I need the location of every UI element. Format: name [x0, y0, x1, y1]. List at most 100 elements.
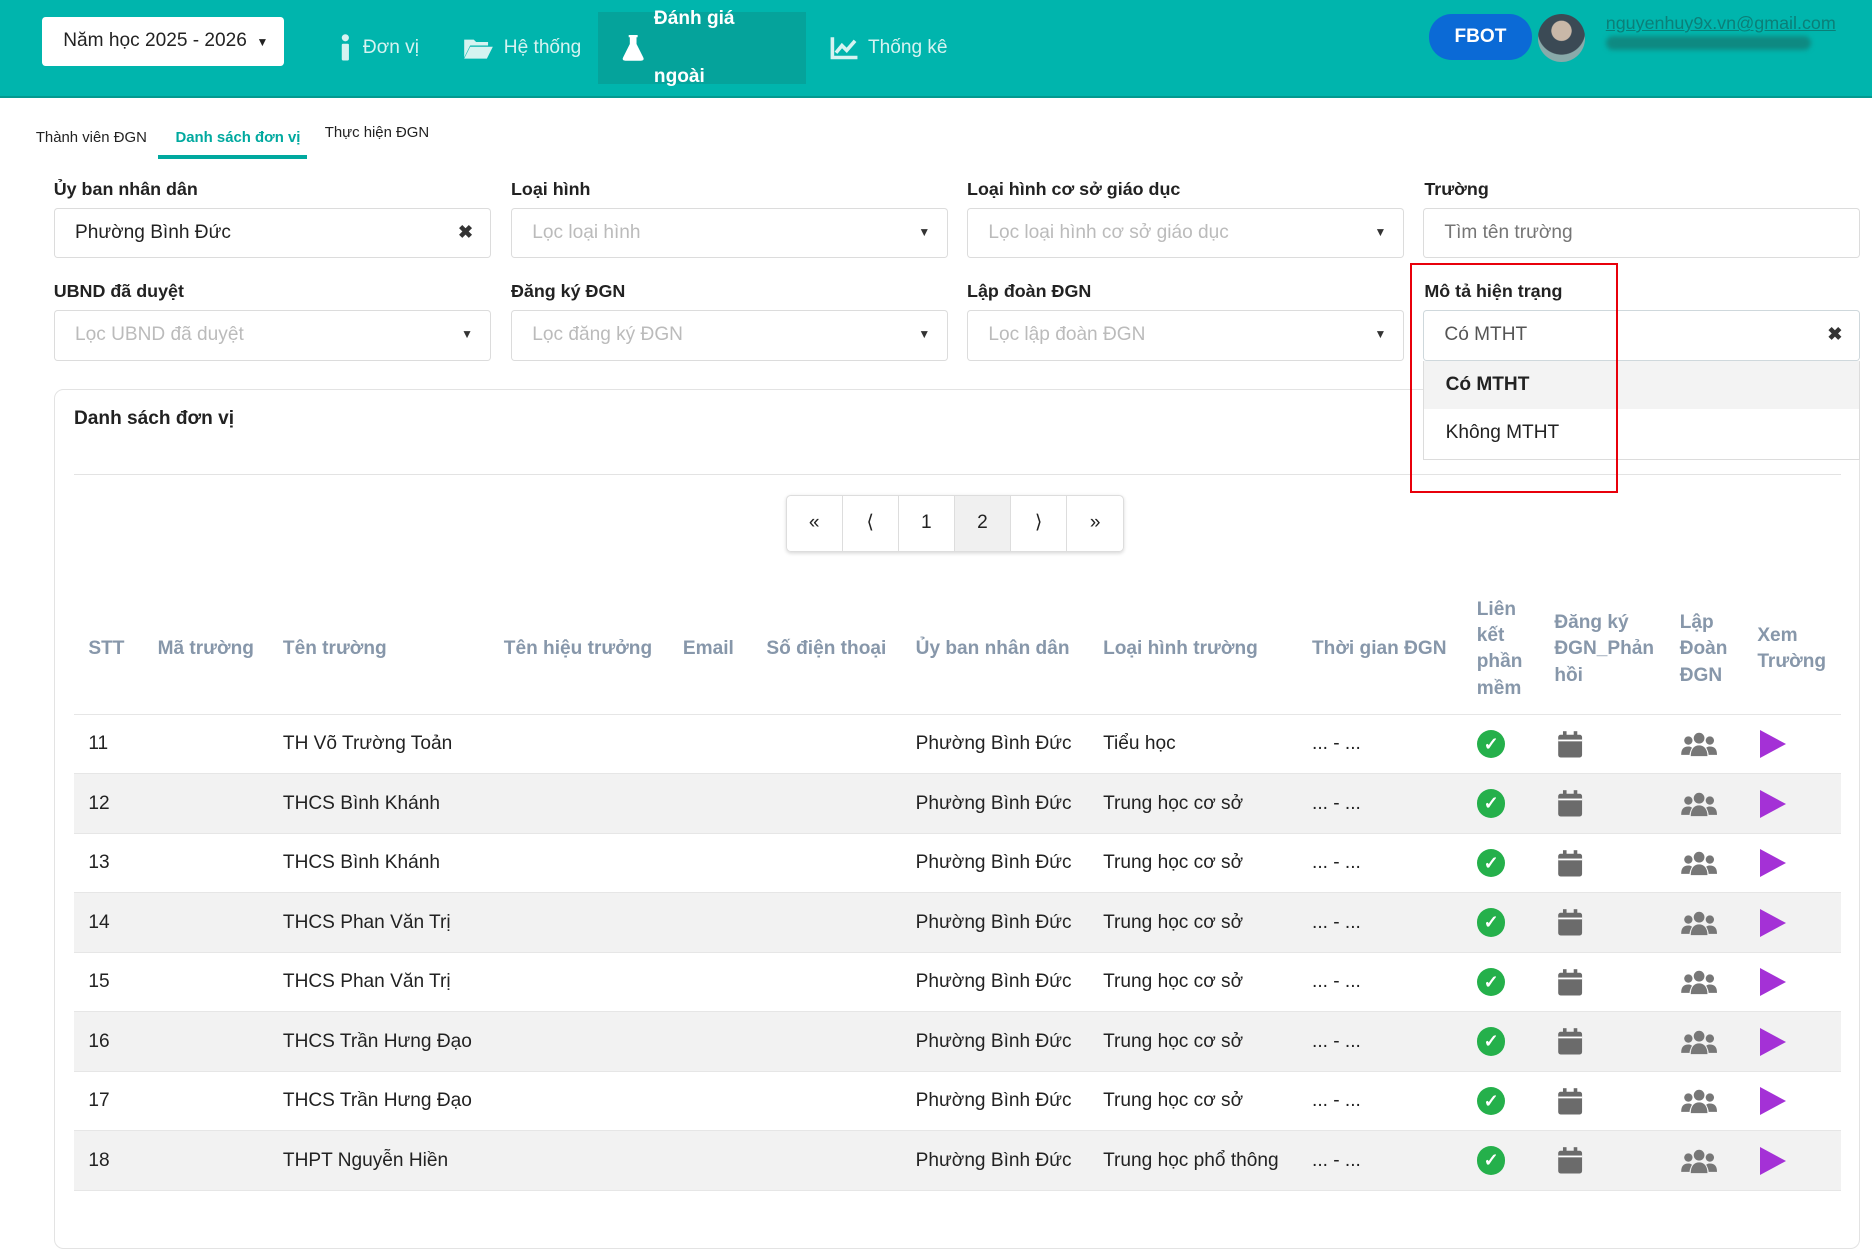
- calendar-icon[interactable]: [1557, 968, 1583, 997]
- filter-label: Trường: [1424, 179, 1489, 200]
- cell-phone: [752, 773, 902, 834]
- cell-ubnd: Phường Bình Đức: [901, 1071, 1089, 1132]
- avatar[interactable]: [1537, 14, 1586, 63]
- check-circle-icon[interactable]: ✓: [1476, 967, 1506, 997]
- check-circle-icon[interactable]: ✓: [1476, 1027, 1506, 1056]
- nav-he-thong[interactable]: Hệ thống: [439, 12, 605, 84]
- calendar-icon[interactable]: [1557, 730, 1583, 759]
- fbot-button[interactable]: FBOT: [1429, 14, 1532, 60]
- users-icon[interactable]: [1680, 731, 1718, 757]
- cell-ten-truong: THCS Bình Khánh: [268, 833, 490, 894]
- users-icon[interactable]: [1680, 1148, 1718, 1174]
- cell-ten-truong: THCS Trần Hưng Đạo: [268, 1071, 490, 1132]
- user-email[interactable]: nguyenhuy9x.vn@gmail.com: [1605, 13, 1836, 34]
- column-header: Xem Trường: [1743, 585, 1841, 715]
- mo-ta-hien-trang-select[interactable]: Có MTHT ✖: [1423, 310, 1861, 361]
- calendar-icon[interactable]: [1557, 849, 1583, 878]
- select-placeholder: Lọc đăng ký ĐGN: [532, 324, 683, 346]
- cell-lap-doan: [1665, 1011, 1743, 1072]
- school-search-input[interactable]: [1423, 207, 1861, 258]
- select-placeholder: Lọc lập đoàn ĐGN: [988, 324, 1146, 346]
- loai-hinh-csgd-select[interactable]: Lọc loại hình cơ sở giáo dục ▼: [967, 207, 1404, 258]
- play-icon[interactable]: [1759, 1087, 1786, 1116]
- calendar-icon[interactable]: [1557, 1027, 1583, 1056]
- clear-icon[interactable]: ✖: [457, 221, 473, 242]
- calendar-icon[interactable]: [1557, 1087, 1583, 1116]
- subtab-danh-sach[interactable]: Danh sách đơn vị: [175, 128, 301, 146]
- play-icon[interactable]: [1759, 849, 1786, 878]
- page-1-button[interactable]: 1: [899, 496, 955, 552]
- ubnd-approved-select[interactable]: Lọc UBND đã duyệt ▼: [53, 310, 491, 361]
- users-icon[interactable]: [1680, 1029, 1718, 1055]
- users-icon[interactable]: [1680, 910, 1718, 936]
- info-icon: [341, 34, 349, 61]
- cell-dang-ky: [1540, 714, 1666, 775]
- column-header: Thời gian ĐGN: [1297, 585, 1463, 715]
- clear-icon[interactable]: ✖: [1827, 324, 1843, 345]
- play-icon[interactable]: [1759, 968, 1786, 997]
- caret-down-icon: ▼: [256, 34, 269, 49]
- cell-stt: 16: [74, 1011, 144, 1072]
- play-icon[interactable]: [1759, 1027, 1786, 1056]
- cell-stt: 13: [74, 833, 144, 894]
- play-icon[interactable]: [1759, 730, 1786, 759]
- prev-page-button[interactable]: ⟨: [843, 496, 899, 552]
- cell-ubnd: Phường Bình Đức: [901, 833, 1089, 894]
- column-header: Loại hình trường: [1088, 585, 1298, 715]
- play-icon[interactable]: [1759, 789, 1786, 818]
- calendar-icon[interactable]: [1557, 908, 1583, 937]
- check-circle-icon[interactable]: ✓: [1476, 1146, 1506, 1175]
- nav-danh-gia-ngoai[interactable]: Đánh giá ngoài: [598, 8, 806, 87]
- play-icon[interactable]: [1759, 908, 1786, 937]
- column-header: Tên hiệu trưởng: [489, 585, 669, 715]
- caret-down-icon: ▼: [1374, 327, 1387, 342]
- option-co-mtht[interactable]: Có MTHT: [1424, 360, 1860, 410]
- first-page-button[interactable]: «: [787, 496, 843, 552]
- users-icon[interactable]: [1680, 1088, 1718, 1114]
- play-icon[interactable]: [1759, 1146, 1786, 1175]
- cell-loai-hinh: Trung học cơ sở: [1088, 952, 1298, 1013]
- calendar-icon[interactable]: [1557, 1146, 1583, 1175]
- cell-ubnd: Phường Bình Đức: [901, 1130, 1089, 1191]
- caret-down-icon: ▼: [461, 327, 473, 342]
- subtab-thuc-hien[interactable]: Thực hiện ĐGN: [324, 124, 430, 142]
- school-year-select[interactable]: Năm học 2025 - 2026 ▼: [41, 16, 285, 66]
- check-circle-icon[interactable]: ✓: [1476, 789, 1506, 818]
- column-header: Lập Đoàn ĐGN: [1665, 585, 1743, 715]
- cell-thoi-gian: ... - ...: [1297, 952, 1463, 1013]
- users-icon[interactable]: [1680, 791, 1718, 817]
- cell-xem: [1743, 1011, 1841, 1072]
- check-circle-icon[interactable]: ✓: [1476, 1086, 1506, 1116]
- cell-hieu-truong: [489, 773, 669, 834]
- cell-hieu-truong: [489, 1130, 669, 1191]
- users-icon[interactable]: [1680, 969, 1718, 995]
- cell-xem: [1743, 1071, 1841, 1132]
- check-circle-icon[interactable]: ✓: [1476, 848, 1506, 878]
- users-icon[interactable]: [1680, 850, 1718, 876]
- next-page-button[interactable]: ⟩: [1011, 496, 1068, 552]
- ubnd-select[interactable]: Phường Bình Đức ✖: [53, 207, 491, 258]
- lap-doan-dgn-select[interactable]: Lọc lập đoàn ĐGN ▼: [967, 310, 1404, 361]
- check-circle-icon[interactable]: ✓: [1476, 908, 1506, 937]
- cell-lap-doan: [1665, 1071, 1743, 1132]
- table-row: 18 THPT Nguyễn Hiền Phường Bình Đức Trung h…: [74, 1130, 1841, 1191]
- cell-loai-hinh: Tiểu học: [1088, 714, 1298, 775]
- cell-ten-truong: THCS Bình Khánh: [268, 773, 490, 834]
- check-circle-icon[interactable]: ✓: [1476, 729, 1506, 759]
- cell-email: [668, 1130, 753, 1191]
- calendar-icon[interactable]: [1557, 789, 1583, 818]
- nav-thong-ke[interactable]: Thống kê: [806, 12, 972, 84]
- page-2-button[interactable]: 2: [954, 496, 1012, 552]
- nav-don-vi[interactable]: Đơn vị: [313, 12, 443, 84]
- dang-ky-dgn-select[interactable]: Lọc đăng ký ĐGN ▼: [510, 310, 948, 361]
- option-khong-mtht[interactable]: Không MTHT: [1445, 422, 1560, 444]
- caret-down-icon: ▼: [918, 224, 931, 239]
- last-page-button[interactable]: »: [1089, 512, 1101, 534]
- subtab-thanh-vien[interactable]: Thành viên ĐGN: [35, 128, 147, 146]
- cell-loai-hinh: Trung học phổ thông: [1088, 1130, 1298, 1191]
- loai-hinh-select[interactable]: Lọc loại hình ▼: [510, 207, 948, 258]
- cell-hieu-truong: [489, 892, 669, 953]
- cell-hieu-truong: [489, 1011, 669, 1072]
- caret-down-icon: ▼: [918, 327, 931, 342]
- table-row: 17 THCS Trần Hưng Đạo Phường Bình Đức Trung…: [74, 1071, 1841, 1132]
